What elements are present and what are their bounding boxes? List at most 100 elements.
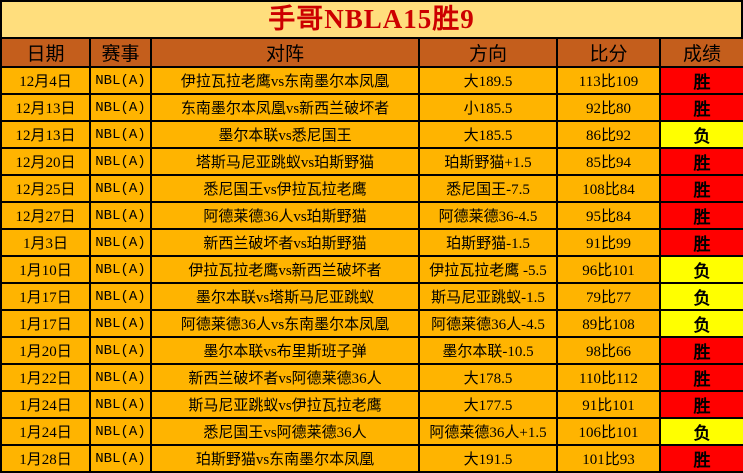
cell-matchup: 伊拉瓦拉老鹰vs东南墨尔本凤凰	[150, 66, 420, 95]
table-row: 1月22日 NBL(A) 新西兰破坏者vs阿德莱德36人 大178.5 110比…	[0, 363, 743, 392]
header-row: 日期 赛事 对阵 方向 比分 成绩	[0, 37, 743, 68]
cell-date: 12月13日	[0, 120, 91, 149]
cell-date: 12月4日	[0, 66, 91, 95]
cell-score: 91比101	[556, 390, 661, 419]
cell-matchup: 阿德莱德36人vs珀斯野猫	[150, 201, 420, 230]
cell-league: NBL(A)	[89, 255, 152, 284]
table-row: 12月13日 NBL(A) 东南墨尔本凤凰vs新西兰破坏者 小185.5 92比…	[0, 93, 743, 122]
cell-league: NBL(A)	[89, 147, 152, 176]
cell-league: NBL(A)	[89, 417, 152, 446]
page-title: 手哥NBLA15胜9	[0, 0, 743, 37]
col-header-matchup: 对阵	[150, 37, 420, 68]
col-header-date: 日期	[0, 37, 91, 68]
cell-league: NBL(A)	[89, 363, 152, 392]
cell-result: 胜	[659, 201, 743, 230]
cell-score: 79比77	[556, 282, 661, 311]
cell-direction: 大177.5	[418, 390, 558, 419]
table-row: 1月10日 NBL(A) 伊拉瓦拉老鹰vs新西兰破坏者 伊拉瓦拉老鹰 -5.5 …	[0, 255, 743, 284]
cell-score: 113比109	[556, 66, 661, 95]
table-row: 1月24日 NBL(A) 悉尼国王vs阿德莱德36人 阿德莱德36人+1.5 1…	[0, 417, 743, 446]
cell-league: NBL(A)	[89, 282, 152, 311]
cell-score: 92比80	[556, 93, 661, 122]
cell-direction: 珀斯野猫-1.5	[418, 228, 558, 257]
table-row: 1月17日 NBL(A) 阿德莱德36人vs东南墨尔本凤凰 阿德莱德36人-4.…	[0, 309, 743, 338]
cell-matchup: 新西兰破坏者vs阿德莱德36人	[150, 363, 420, 392]
cell-matchup: 塔斯马尼亚跳蚁vs珀斯野猫	[150, 147, 420, 176]
cell-date: 1月10日	[0, 255, 91, 284]
cell-league: NBL(A)	[89, 336, 152, 365]
cell-league: NBL(A)	[89, 390, 152, 419]
cell-score: 89比108	[556, 309, 661, 338]
cell-result: 胜	[659, 93, 743, 122]
cell-league: NBL(A)	[89, 444, 152, 473]
cell-league: NBL(A)	[89, 66, 152, 95]
cell-result: 胜	[659, 444, 743, 473]
table-row: 12月27日 NBL(A) 阿德莱德36人vs珀斯野猫 阿德莱德36-4.5 9…	[0, 201, 743, 230]
cell-result: 胜	[659, 147, 743, 176]
cell-result: 负	[659, 282, 743, 311]
table-row: 1月24日 NBL(A) 斯马尼亚跳蚁vs伊拉瓦拉老鹰 大177.5 91比10…	[0, 390, 743, 419]
cell-matchup: 墨尔本联vs塔斯马尼亚跳蚁	[150, 282, 420, 311]
cell-league: NBL(A)	[89, 309, 152, 338]
cell-league: NBL(A)	[89, 93, 152, 122]
cell-matchup: 伊拉瓦拉老鹰vs新西兰破坏者	[150, 255, 420, 284]
cell-league: NBL(A)	[89, 201, 152, 230]
cell-matchup: 斯马尼亚跳蚁vs伊拉瓦拉老鹰	[150, 390, 420, 419]
cell-direction: 悉尼国王-7.5	[418, 174, 558, 203]
cell-matchup: 东南墨尔本凤凰vs新西兰破坏者	[150, 93, 420, 122]
cell-date: 1月28日	[0, 444, 91, 473]
cell-score: 86比92	[556, 120, 661, 149]
table-row: 12月25日 NBL(A) 悉尼国王vs伊拉瓦拉老鹰 悉尼国王-7.5 108比…	[0, 174, 743, 203]
cell-score: 91比99	[556, 228, 661, 257]
cell-score: 95比84	[556, 201, 661, 230]
col-header-direction: 方向	[418, 37, 558, 68]
cell-matchup: 墨尔本联vs布里斯班子弹	[150, 336, 420, 365]
cell-date: 1月24日	[0, 417, 91, 446]
cell-direction: 伊拉瓦拉老鹰 -5.5	[418, 255, 558, 284]
cell-result: 胜	[659, 390, 743, 419]
table-row: 1月20日 NBL(A) 墨尔本联vs布里斯班子弹 墨尔本联-10.5 98比6…	[0, 336, 743, 365]
cell-result: 负	[659, 417, 743, 446]
cell-date: 1月17日	[0, 309, 91, 338]
cell-result: 胜	[659, 228, 743, 257]
cell-date: 12月25日	[0, 174, 91, 203]
cell-result: 负	[659, 255, 743, 284]
cell-result: 胜	[659, 363, 743, 392]
cell-direction: 阿德莱德36人+1.5	[418, 417, 558, 446]
cell-matchup: 珀斯野猫vs东南墨尔本凤凰	[150, 444, 420, 473]
col-header-result: 成绩	[659, 37, 743, 68]
cell-date: 1月24日	[0, 390, 91, 419]
table-row: 1月28日 NBL(A) 珀斯野猫vs东南墨尔本凤凰 大191.5 101比93…	[0, 444, 743, 473]
cell-matchup: 阿德莱德36人vs东南墨尔本凤凰	[150, 309, 420, 338]
cell-direction: 斯马尼亚跳蚁-1.5	[418, 282, 558, 311]
col-header-league: 赛事	[89, 37, 152, 68]
cell-direction: 阿德莱德36人-4.5	[418, 309, 558, 338]
cell-date: 1月3日	[0, 228, 91, 257]
cell-date: 12月13日	[0, 93, 91, 122]
cell-result: 胜	[659, 174, 743, 203]
cell-result: 负	[659, 120, 743, 149]
cell-score: 106比101	[556, 417, 661, 446]
cell-date: 1月20日	[0, 336, 91, 365]
cell-score: 85比94	[556, 147, 661, 176]
cell-direction: 大191.5	[418, 444, 558, 473]
cell-direction: 珀斯野猫+1.5	[418, 147, 558, 176]
table-row: 1月17日 NBL(A) 墨尔本联vs塔斯马尼亚跳蚁 斯马尼亚跳蚁-1.5 79…	[0, 282, 743, 311]
cell-score: 110比112	[556, 363, 661, 392]
cell-score: 96比101	[556, 255, 661, 284]
table-row: 1月3日 NBL(A) 新西兰破坏者vs珀斯野猫 珀斯野猫-1.5 91比99 …	[0, 228, 743, 257]
cell-result: 负	[659, 309, 743, 338]
cell-league: NBL(A)	[89, 174, 152, 203]
cell-date: 1月22日	[0, 363, 91, 392]
cell-score: 101比93	[556, 444, 661, 473]
cell-date: 12月27日	[0, 201, 91, 230]
cell-score: 98比66	[556, 336, 661, 365]
cell-league: NBL(A)	[89, 120, 152, 149]
table-row: 12月13日 NBL(A) 墨尔本联vs悉尼国王 大185.5 86比92 负	[0, 120, 743, 149]
cell-matchup: 悉尼国王vs阿德莱德36人	[150, 417, 420, 446]
table-row: 12月4日 NBL(A) 伊拉瓦拉老鹰vs东南墨尔本凤凰 大189.5 113比…	[0, 66, 743, 95]
table-row: 12月20日 NBL(A) 塔斯马尼亚跳蚁vs珀斯野猫 珀斯野猫+1.5 85比…	[0, 147, 743, 176]
cell-date: 12月20日	[0, 147, 91, 176]
cell-result: 胜	[659, 66, 743, 95]
